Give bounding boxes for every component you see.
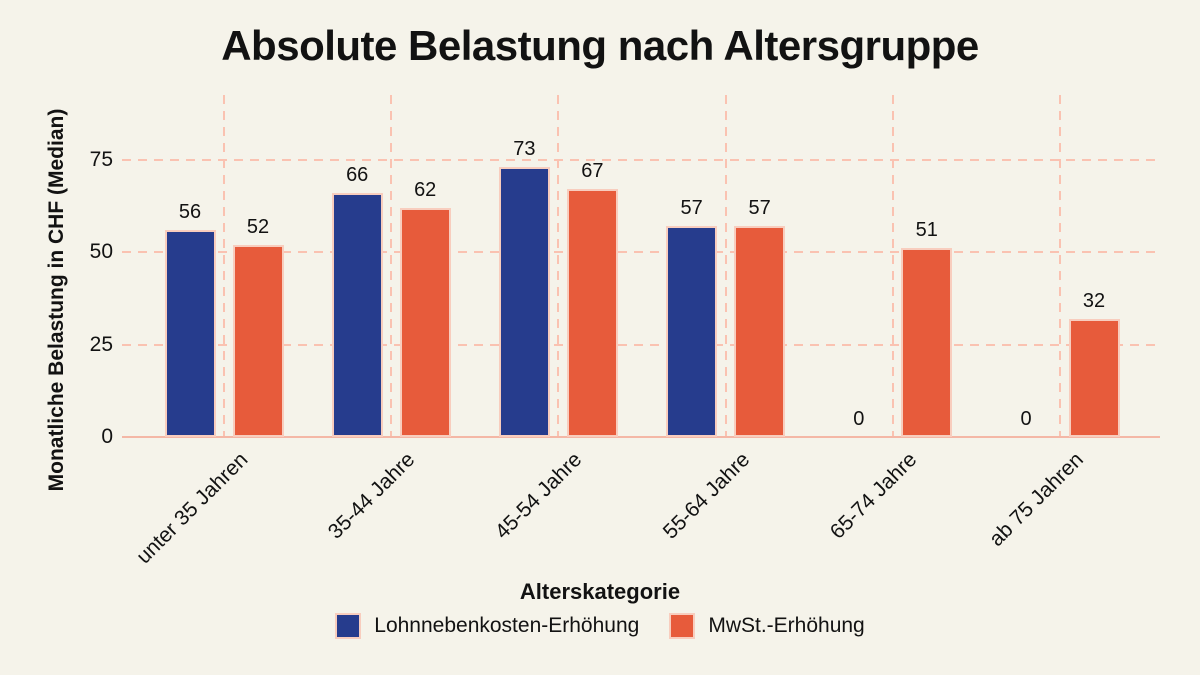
bar-value-label: 62 [414, 178, 437, 201]
x-axis-line [122, 436, 1160, 438]
x-tick-label: unter 35 Jahren [131, 448, 253, 569]
y-tick-label: 50 [89, 240, 113, 263]
x-tick-label: 35-44 Jahre [323, 448, 420, 544]
x-tick-label: 55-64 Jahre [658, 448, 754, 544]
gridline-horizontal [122, 251, 1160, 253]
gridline-vertical [891, 95, 894, 437]
gridline-vertical [724, 95, 727, 437]
bar [566, 189, 618, 437]
gridline-horizontal [122, 158, 1160, 161]
gridline-vertical [557, 95, 560, 437]
bar [666, 226, 718, 437]
legend: Lohnnebenkosten-Erhöhung MwSt.-Erhöhung [60, 613, 1140, 639]
gridline-horizontal [122, 343, 1160, 346]
legend-label: MwSt.-Erhöhung [708, 614, 865, 637]
bar-value-label: 32 [1082, 289, 1106, 312]
bar [498, 166, 550, 437]
legend-label: Lohnnebenkosten-Erhöhung [374, 614, 640, 637]
legend-item: MwSt.-Erhöhung [669, 613, 865, 639]
x-tick-label: ab 75 Jahren [985, 448, 1089, 551]
bar-value-label: 51 [915, 219, 938, 242]
bar-value-label: 73 [513, 137, 536, 160]
bar [901, 248, 953, 437]
bar-value-label: 52 [246, 215, 270, 238]
y-tick-label: 0 [101, 425, 113, 448]
y-tick-label: 25 [89, 332, 113, 356]
legend-swatch [335, 613, 362, 639]
bar [232, 244, 284, 437]
chart-title: Absolute Belastung nach Altersgruppe [221, 22, 979, 69]
bar [164, 229, 216, 437]
legend-item: Lohnnebenkosten-Erhöhung [335, 613, 639, 639]
bar-value-label: 67 [581, 160, 604, 183]
legend-swatch [669, 613, 696, 639]
bar [331, 192, 383, 437]
bar-value-label: 0 [1020, 408, 1032, 430]
x-tick-label: 45-54 Jahre [491, 448, 587, 544]
bar [399, 207, 451, 437]
x-axis-title: Alterskategorie [519, 579, 681, 604]
x-tick-label: 65-74 Jahre [825, 448, 922, 544]
bar-value-label: 66 [346, 163, 369, 186]
bar-value-label: 57 [748, 197, 771, 220]
gridline-vertical [1059, 95, 1061, 437]
bar-value-label: 57 [680, 197, 703, 220]
gridline-vertical [390, 95, 393, 437]
bar-value-label: 56 [178, 200, 202, 223]
y-tick-label: 75 [89, 147, 113, 171]
gridline-vertical [223, 95, 225, 437]
bar [734, 226, 786, 437]
bar [1068, 318, 1120, 437]
bar-value-label: 0 [853, 408, 865, 430]
